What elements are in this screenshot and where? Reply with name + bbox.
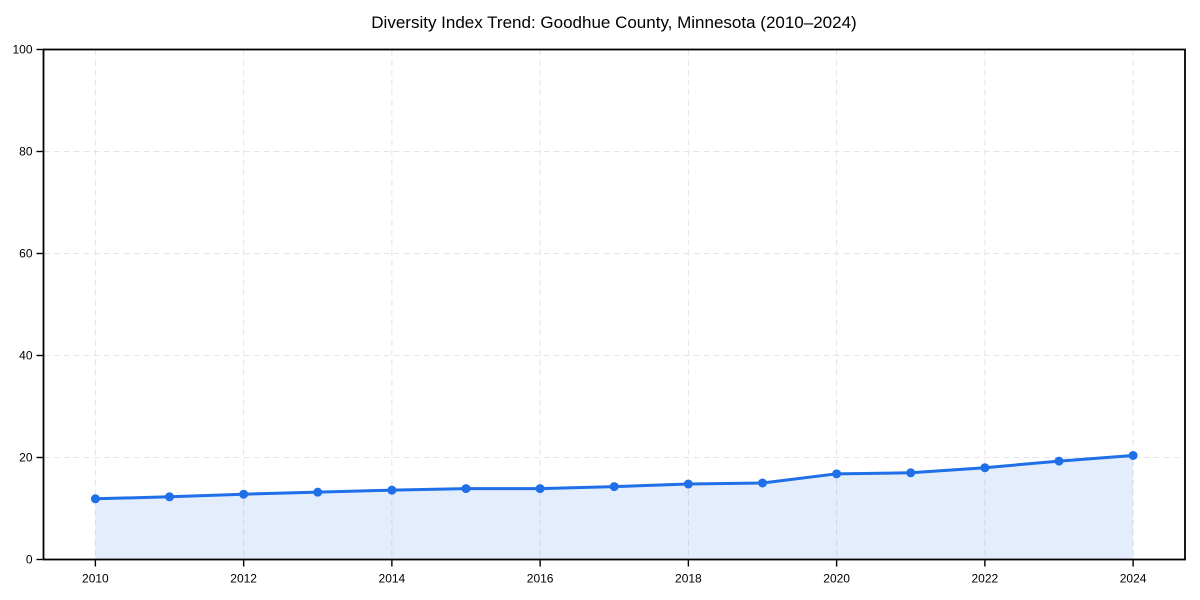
chart-title: Diversity Index Trend: Goodhue County, M… — [371, 13, 857, 32]
data-point-marker — [906, 468, 916, 478]
x-tick-label: 2020 — [823, 572, 850, 586]
data-point-marker — [1054, 456, 1064, 466]
data-point-marker — [387, 485, 397, 495]
plot-border — [42, 48, 1186, 561]
y-tick-label: 20 — [19, 451, 33, 465]
y-tick-label: 40 — [19, 349, 33, 363]
data-point-marker — [757, 478, 767, 488]
data-point-marker — [980, 463, 990, 473]
y-tick-label: 80 — [19, 145, 33, 159]
data-point-marker — [609, 482, 619, 492]
data-point-marker — [1128, 450, 1138, 460]
data-point-marker — [683, 479, 693, 489]
x-tick-label: 2012 — [230, 572, 257, 586]
data-point-marker — [90, 494, 100, 504]
y-tick-label: 100 — [12, 43, 32, 57]
data-point-marker — [165, 492, 175, 502]
x-tick-label: 2018 — [675, 572, 702, 586]
x-tick-label: 2024 — [1120, 572, 1147, 586]
data-point-marker — [313, 487, 323, 497]
x-tick-label: 2016 — [527, 572, 554, 586]
data-point-marker — [535, 484, 545, 494]
x-tick-label: 2010 — [82, 572, 109, 586]
x-tick-label: 2014 — [379, 572, 406, 586]
x-tick-label: 2022 — [972, 572, 999, 586]
data-point-marker — [461, 484, 471, 494]
data-point-marker — [239, 489, 249, 499]
y-tick-label: 0 — [26, 553, 33, 567]
y-tick-label: 60 — [19, 247, 33, 261]
data-point-marker — [832, 469, 842, 479]
area-fill — [95, 455, 1134, 560]
